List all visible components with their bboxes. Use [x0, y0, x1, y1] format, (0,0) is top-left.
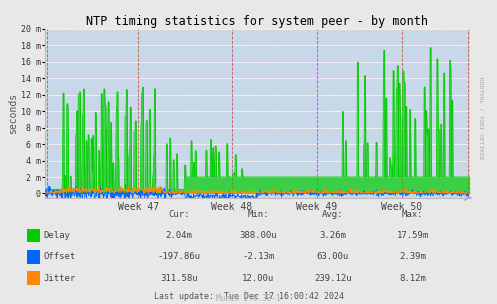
Text: Last update:  Tue Dec 17 16:00:42 2024: Last update: Tue Dec 17 16:00:42 2024 [154, 292, 343, 301]
Text: Cur:: Cur: [168, 210, 190, 219]
Title: NTP timing statistics for system peer - by month: NTP timing statistics for system peer - … [86, 15, 428, 28]
Text: Max:: Max: [402, 210, 423, 219]
Text: 388.00u: 388.00u [240, 231, 277, 240]
Text: Jitter: Jitter [44, 274, 76, 283]
Text: Offset: Offset [44, 252, 76, 261]
Text: 311.58u: 311.58u [160, 274, 198, 283]
Text: -197.86u: -197.86u [158, 252, 200, 261]
Text: Min:: Min: [248, 210, 269, 219]
Text: 2.04m: 2.04m [166, 231, 192, 240]
Text: 17.59m: 17.59m [397, 231, 428, 240]
Text: 239.12u: 239.12u [314, 274, 352, 283]
Text: Avg:: Avg: [322, 210, 344, 219]
Text: RRDTOOL / TOBI OETIKER: RRDTOOL / TOBI OETIKER [479, 77, 484, 160]
Text: 8.12m: 8.12m [399, 274, 426, 283]
Text: 12.00u: 12.00u [243, 274, 274, 283]
Text: 63.00u: 63.00u [317, 252, 349, 261]
Text: Munin 2.0.33-1: Munin 2.0.33-1 [216, 294, 281, 303]
Text: 3.26m: 3.26m [320, 231, 346, 240]
Text: Delay: Delay [44, 231, 71, 240]
Y-axis label: seconds: seconds [8, 93, 18, 134]
Text: 2.39m: 2.39m [399, 252, 426, 261]
Text: -2.13m: -2.13m [243, 252, 274, 261]
